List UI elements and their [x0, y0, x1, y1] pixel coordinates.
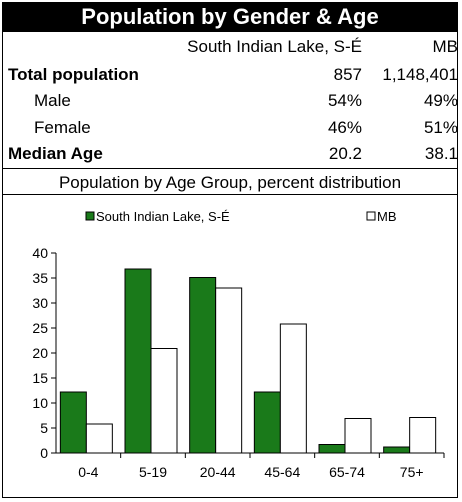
row-value-1: 857: [333, 65, 362, 84]
x-tick-label: 75+: [400, 464, 424, 480]
row-value-2: 38.1: [424, 144, 458, 163]
row-value-2: 51%: [423, 118, 458, 137]
x-tick-label: 5-19: [139, 464, 167, 480]
chart-subtitle: Population by Age Group, percent distrib…: [58, 173, 402, 192]
x-tick-label: 20-44: [200, 464, 236, 480]
row-label: Total population: [8, 65, 139, 84]
bar-mb: [409, 417, 437, 454]
bar-mb: [215, 287, 243, 454]
bar-south-indian-lake: [383, 446, 411, 454]
bar-mb: [150, 348, 178, 454]
legend-swatch: [366, 211, 376, 221]
table-header-row: South Indian Lake, S-É MB: [8, 36, 462, 58]
row-value-1: 46%: [327, 118, 362, 137]
bar-mb: [85, 423, 113, 454]
y-tick-label: 0: [40, 445, 48, 461]
bar-south-indian-lake: [253, 391, 281, 454]
y-tick-label: 30: [32, 295, 48, 311]
table-row-total: Total population 857 1,148,401: [8, 64, 462, 86]
bar-south-indian-lake: [59, 391, 87, 454]
y-tick-label: 35: [32, 270, 48, 286]
page-title: Population by Gender & Age: [2, 2, 458, 32]
y-tick-label: 40: [32, 245, 48, 261]
x-tick-label: 65-74: [329, 464, 365, 480]
row-value-2: 49%: [423, 91, 458, 110]
x-tick-label: 0-4: [78, 464, 98, 480]
legend-swatch: [85, 211, 95, 221]
y-tick-label: 5: [40, 420, 48, 436]
y-tick-label: 20: [32, 345, 48, 361]
row-label: Female: [34, 118, 91, 137]
row-label: Male: [34, 91, 71, 110]
legend-label: MB: [377, 209, 397, 224]
divider: [2, 194, 458, 195]
row-label: Median Age: [8, 144, 103, 163]
row-value-1: 20.2: [328, 144, 362, 163]
y-tick-label: 10: [32, 395, 48, 411]
table-row-median-age: Median Age 20.2 38.1: [8, 143, 462, 165]
row-value-1: 54%: [327, 91, 362, 110]
legend-label: South Indian Lake, S-É: [96, 209, 230, 224]
bar-mb: [279, 323, 307, 454]
row-value-2: 1,148,401: [382, 65, 458, 84]
col1-header: South Indian Lake, S-É: [187, 37, 362, 56]
divider: [2, 168, 458, 169]
y-tick-label: 25: [32, 320, 48, 336]
x-tick-label: 45-64: [264, 464, 300, 480]
bar-mb: [344, 418, 372, 454]
bar-south-indian-lake: [318, 444, 346, 454]
bar-south-indian-lake: [189, 277, 217, 454]
y-tick-label: 15: [32, 370, 48, 386]
bar-south-indian-lake: [124, 268, 152, 454]
col2-header: MB: [432, 37, 459, 56]
table-row-male: Male 54% 49%: [8, 90, 462, 112]
table-row-female: Female 46% 51%: [8, 117, 462, 139]
